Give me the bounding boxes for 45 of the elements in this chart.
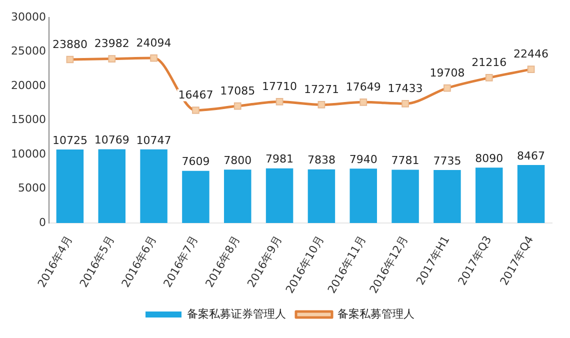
bar — [350, 168, 377, 223]
bar — [434, 170, 461, 223]
bar — [392, 170, 419, 223]
bar — [98, 149, 126, 223]
data-label: 23982 — [94, 37, 130, 50]
y-tick-label: 0 — [38, 216, 46, 229]
y-tick-label: 5000 — [18, 182, 46, 195]
y-tick-label: 10000 — [10, 147, 46, 160]
data-label: 8467 — [517, 149, 546, 162]
y-tick-label: 20000 — [10, 78, 46, 92]
data-label: 17433 — [388, 82, 423, 95]
data-label: 23880 — [52, 38, 88, 51]
legend-label: 备案私募管理人 — [338, 307, 414, 320]
data-label: 8090 — [475, 152, 504, 165]
bar — [140, 149, 168, 223]
bar — [476, 168, 503, 223]
y-tick-label: 25000 — [10, 44, 46, 58]
bar — [56, 150, 84, 223]
data-label: 10725 — [52, 134, 88, 147]
data-label: 10747 — [136, 134, 172, 147]
data-label: 7981 — [266, 152, 294, 166]
y-tick-label: 15000 — [10, 113, 46, 126]
bar — [308, 169, 336, 223]
data-label: 17710 — [262, 80, 298, 94]
legend-label: 备案私募证券管理人 — [187, 307, 286, 320]
data-label: 17649 — [346, 80, 381, 94]
bar — [266, 168, 294, 223]
data-label: 16467 — [178, 88, 214, 102]
bar — [224, 170, 252, 223]
data-label: 17271 — [304, 83, 339, 96]
data-label: 7838 — [307, 154, 336, 167]
y-tick-label: 30000 — [10, 10, 46, 24]
data-label: 7735 — [433, 154, 462, 168]
data-label: 21216 — [472, 56, 507, 70]
data-label: 7609 — [182, 155, 210, 168]
data-label: 7800 — [224, 154, 252, 167]
data-label: 10769 — [94, 134, 130, 147]
data-label: 24094 — [136, 36, 172, 50]
data-label: 7781 — [391, 154, 420, 168]
data-label: 7940 — [349, 152, 378, 166]
data-label: 17085 — [220, 84, 256, 98]
bar — [517, 165, 545, 223]
bar — [182, 170, 210, 223]
data-label: 22446 — [514, 48, 549, 61]
data-label: 19708 — [430, 66, 465, 80]
